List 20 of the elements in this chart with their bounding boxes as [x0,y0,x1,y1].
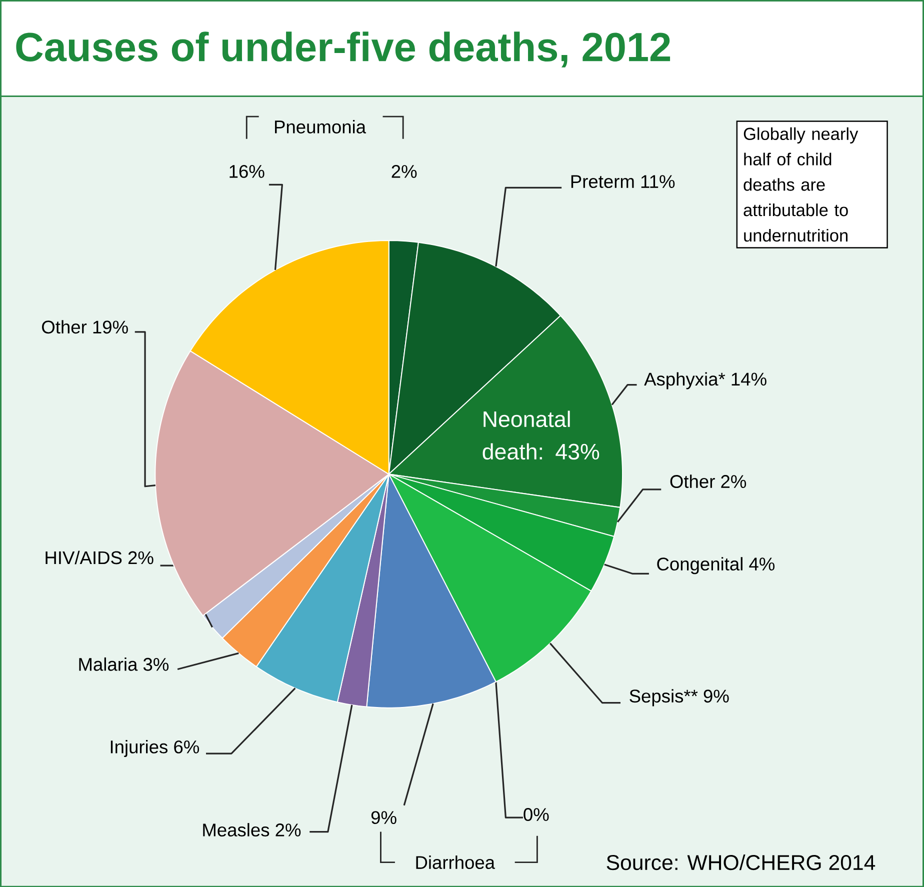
slice-label: 9% [371,810,396,824]
slice-label: Measles 2% [203,822,301,836]
slice-label: Asphyxia* 14% [644,372,766,390]
text: Globally nearly half of child deaths are attributable to undernutrition [744,127,858,242]
text: Neonatal death: 43% [482,410,600,460]
slice-label: Malaria 3% [79,657,169,671]
slice-label: Preterm 11% [571,174,675,188]
slice-label: 16% [230,164,264,178]
source-note: Source: WHO/CHERG 2014 [606,854,876,870]
chart-title: Causes of under-five deaths, 2012 [16,31,670,68]
slice-label: Injuries 6% [110,740,200,757]
slice-label: Other 2% [670,474,746,488]
slice-label: Other 19% [42,320,128,334]
slice-label: HIV/AIDS 2% [46,550,154,564]
text: Pneumonia [275,120,366,134]
text: Diarrhoea [416,855,496,869]
slice-label: 2% [392,164,417,178]
slice-label: Sepsis** 9% [630,688,729,706]
category-label: 0% [524,808,549,821]
slice-label: Congenital 4% [657,556,775,574]
